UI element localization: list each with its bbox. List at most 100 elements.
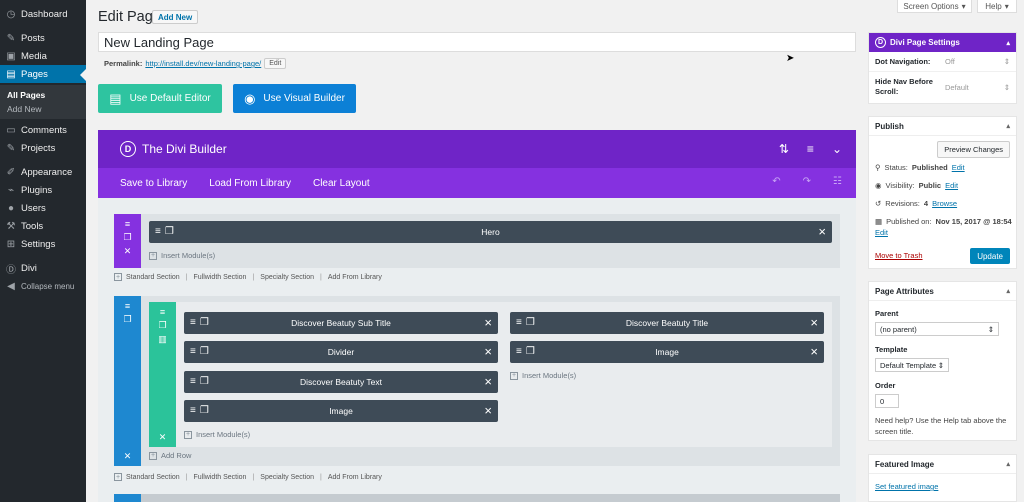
featured-image-header[interactable]: Featured Image ▴: [869, 455, 1016, 474]
collapse-arrow-icon[interactable]: ▴: [1006, 39, 1010, 47]
menu-media[interactable]: ▣ Media: [6, 50, 47, 62]
section-handle[interactable]: ≡ ❐ ✕: [114, 214, 141, 268]
move-to-trash-link[interactable]: Move to Trash: [875, 251, 923, 260]
duplicate-icon[interactable]: ❐: [199, 346, 209, 357]
permalink-url[interactable]: http://install.dev/new-landing-page/: [145, 59, 262, 68]
collapse-arrow-icon[interactable]: ▴: [1006, 288, 1010, 295]
add-new-button[interactable]: Add New: [152, 10, 199, 24]
duplicate-icon[interactable]: ❐: [123, 314, 132, 324]
use-default-editor-button[interactable]: ▤ Use Default Editor: [98, 84, 222, 113]
module-sub-title[interactable]: ≡ ❐ Discover Beatuty Sub Title ×: [184, 312, 498, 334]
undo-icon[interactable]: ↶: [772, 176, 781, 187]
status-edit-link[interactable]: Edit: [951, 163, 965, 172]
publish-header[interactable]: Publish ▴: [869, 117, 1016, 136]
screen-options-tab[interactable]: Screen Options ▾: [897, 0, 972, 13]
menu-divi[interactable]: Ⓓ Divi: [6, 262, 37, 276]
order-input[interactable]: 0: [875, 394, 899, 408]
menu-pages[interactable]: ▤ Pages: [0, 65, 86, 83]
insert-module-button[interactable]: + Insert Module(s): [184, 430, 251, 439]
columns-icon[interactable]: ▥: [158, 334, 167, 344]
standard-section-link[interactable]: Standard Section: [126, 273, 180, 281]
clear-layout-link[interactable]: Clear Layout: [312, 177, 370, 189]
move-icon[interactable]: ≡: [155, 226, 161, 237]
duplicate-icon[interactable]: ❐: [199, 405, 209, 416]
menu-users[interactable]: ● Users: [0, 199, 86, 217]
row-handle[interactable]: ≡ ❐ ▥ ✕: [149, 302, 176, 447]
update-button[interactable]: Update: [970, 248, 1010, 264]
duplicate-icon[interactable]: ❐: [525, 317, 535, 328]
parent-select[interactable]: (no parent) ⇕: [875, 322, 999, 336]
module-text[interactable]: ≡ ❐ Discover Beatuty Text ×: [184, 371, 498, 393]
close-icon[interactable]: ×: [810, 315, 818, 330]
divi-page-settings-header[interactable]: D Divi Page Settings ▴: [869, 33, 1016, 52]
move-icon[interactable]: ≡: [159, 307, 166, 317]
permalink-edit-button[interactable]: Edit: [264, 58, 287, 69]
duplicate-icon[interactable]: ❐: [164, 226, 174, 237]
menu-collapse[interactable]: ◀ Collapse menu: [0, 277, 86, 295]
menu-settings[interactable]: ⊞ Settings: [6, 238, 56, 250]
menu-plugins[interactable]: ⌁ Plugins: [0, 181, 86, 199]
module-title[interactable]: ≡ ❐ Discover Beatuty Title ×: [510, 312, 824, 334]
move-icon[interactable]: ≡: [190, 376, 196, 387]
page-attributes-header[interactable]: Page Attributes ▴: [869, 282, 1016, 301]
set-featured-image-link[interactable]: Set featured image: [875, 482, 939, 491]
close-icon[interactable]: ×: [484, 344, 492, 359]
menu-tools[interactable]: ⚒ Tools: [6, 220, 44, 232]
load-from-library-link[interactable]: Load From Library: [209, 177, 291, 189]
submenu-add-new[interactable]: Add New: [7, 104, 42, 114]
published-on-edit-link[interactable]: Edit: [875, 228, 888, 237]
close-icon[interactable]: ✕: [123, 246, 132, 256]
browse-revisions-link[interactable]: Browse: [932, 199, 958, 208]
save-to-library-link[interactable]: Save to Library: [120, 177, 188, 189]
dot-navigation-select[interactable]: Off ⇕: [945, 57, 1010, 66]
close-icon[interactable]: ×: [484, 315, 492, 330]
collapse-arrow-icon[interactable]: ▴: [1006, 123, 1010, 130]
sort-icon[interactable]: ⇅: [778, 142, 789, 156]
move-icon[interactable]: ≡: [124, 219, 131, 229]
submenu-all-pages[interactable]: All Pages: [7, 90, 46, 100]
template-select[interactable]: Default Template ⇕: [875, 358, 949, 372]
close-icon[interactable]: ×: [810, 344, 818, 359]
menu-projects[interactable]: ✎ Projects: [6, 142, 56, 154]
menu-dashboard[interactable]: ◷ Dashboard: [6, 8, 68, 20]
redo-icon[interactable]: ↷: [802, 176, 812, 187]
duplicate-icon[interactable]: ❐: [525, 346, 535, 357]
menu-posts[interactable]: ✎ Posts: [6, 32, 45, 44]
help-tab[interactable]: Help ▾: [977, 0, 1017, 13]
preview-changes-button[interactable]: Preview Changes: [937, 141, 1010, 158]
duplicate-icon[interactable]: ❐: [199, 376, 209, 387]
standard-section-link[interactable]: Standard Section: [126, 473, 180, 481]
section-handle[interactable]: ≡ ❐ ✕: [114, 296, 141, 466]
module-image-left[interactable]: ≡ ❐ Image ×: [184, 400, 498, 422]
insert-module-button[interactable]: + Insert Module(s): [149, 251, 216, 260]
add-from-library-link[interactable]: Add From Library: [327, 273, 382, 281]
menu-icon[interactable]: ≡: [806, 142, 814, 156]
chevron-down-icon[interactable]: ⌄: [831, 142, 842, 156]
visibility-edit-link[interactable]: Edit: [945, 181, 959, 190]
move-icon[interactable]: ≡: [190, 317, 196, 328]
specialty-section-link[interactable]: Specialty Section: [260, 273, 314, 281]
move-icon[interactable]: ≡: [190, 405, 196, 416]
add-from-library-link[interactable]: Add From Library: [327, 473, 382, 481]
module-hero[interactable]: ≡ ❐ Hero ×: [149, 221, 832, 243]
menu-appearance[interactable]: ✐ Appearance: [6, 166, 73, 178]
module-divider[interactable]: ≡ ❐ Divider ×: [184, 341, 498, 363]
move-icon[interactable]: ≡: [516, 346, 522, 357]
close-icon[interactable]: ×: [818, 224, 826, 239]
duplicate-icon[interactable]: ❐: [158, 320, 167, 330]
move-icon[interactable]: ≡: [516, 317, 522, 328]
post-title-input[interactable]: New Landing Page: [98, 32, 856, 52]
collapse-arrow-icon[interactable]: ▴: [1006, 461, 1010, 468]
move-icon[interactable]: ≡: [190, 346, 196, 357]
module-image-right[interactable]: ≡ ❐ Image ×: [510, 341, 824, 363]
fullwidth-section-link[interactable]: Fullwidth Section: [193, 273, 247, 281]
close-icon[interactable]: ×: [484, 403, 492, 418]
history-icon[interactable]: ☷: [833, 176, 842, 187]
hide-nav-select[interactable]: Default ⇕: [945, 82, 1010, 92]
close-icon[interactable]: ×: [484, 374, 492, 389]
section-handle[interactable]: [114, 494, 141, 502]
specialty-section-link[interactable]: Specialty Section: [260, 473, 314, 481]
add-row-button[interactable]: + Add Row: [149, 451, 192, 460]
duplicate-icon[interactable]: ❐: [123, 232, 132, 242]
use-visual-builder-button[interactable]: ◉ Use Visual Builder: [233, 84, 356, 113]
